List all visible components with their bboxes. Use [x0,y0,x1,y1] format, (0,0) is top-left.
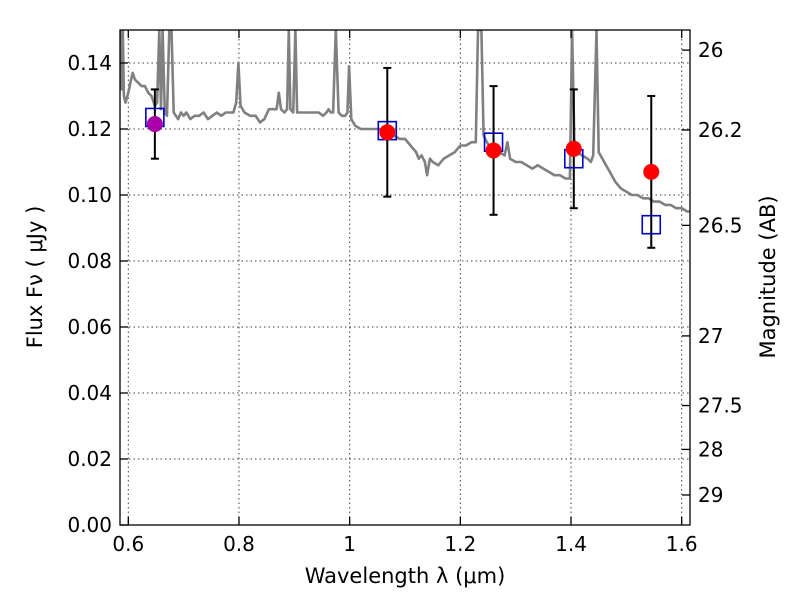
y-tick-label: 0.14 [67,51,112,75]
y2-tick-label: 26.2 [698,118,743,142]
plot-frame [119,29,691,526]
y2-tick-label: 27.5 [698,394,743,418]
y2-tick-label: 27 [698,324,723,348]
y2-axis-label: Magnitude (AB) [756,195,780,358]
x-tick-label: 1.4 [555,532,587,556]
spectrum-line [120,30,690,213]
axes-labels: Wavelength λ (μm) Flux Fν ( μJy ) Magnit… [23,195,780,588]
observed-point [565,140,582,157]
x-tick-label: 0.8 [223,532,255,556]
y-axis-label: Flux Fν ( μJy ) [23,206,47,349]
y2-tick-label: 28 [698,437,723,461]
x-axis-label: Wavelength λ (μm) [305,564,506,588]
observed-point [146,116,163,133]
y2-tick-label: 26 [698,38,723,62]
x-tick-label: 1 [343,532,356,556]
x-tick-label: 0.6 [112,532,144,556]
x-tick-label: 1.2 [444,532,476,556]
y-tick-label: 0.12 [67,117,112,141]
y-tick-label: 0.00 [67,513,112,537]
model-square-point [641,214,662,235]
y2-tick-label: 29 [698,483,723,507]
y2-tick-label: 26.5 [698,213,743,237]
y-tick-label: 0.08 [67,249,112,273]
axes-ticks: 0.6 0.8 1 1.2 1.4 1.6 0.00 0.02 0.04 0.06 0.08 0.10… [67,30,743,556]
observed-point [379,124,396,141]
y-tick-label: 0.02 [67,447,112,471]
y-tick-label: 0.04 [67,381,112,405]
x-tick-label: 1.6 [666,532,698,556]
y-tick-label: 0.10 [67,183,112,207]
grid [120,30,690,525]
observed-point [485,142,502,159]
y-tick-label: 0.06 [67,315,112,339]
plot-area [120,30,690,249]
observed-point [643,163,660,180]
